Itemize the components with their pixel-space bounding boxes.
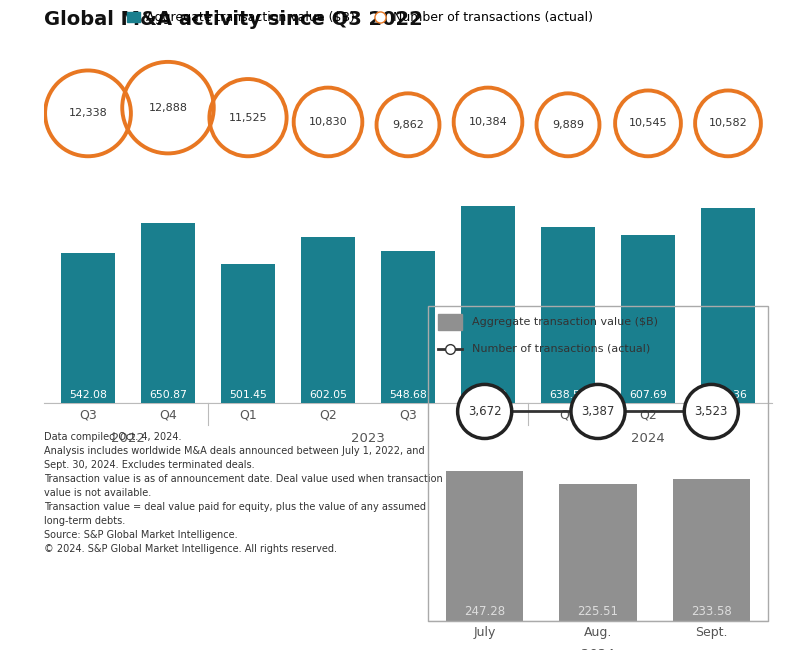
Text: 10,830: 10,830 bbox=[309, 117, 347, 127]
Text: 9,889: 9,889 bbox=[552, 120, 584, 130]
Bar bbox=[541, 227, 595, 403]
Text: 548.68: 548.68 bbox=[389, 390, 427, 400]
Text: 501.45: 501.45 bbox=[229, 390, 267, 400]
Text: 3,523: 3,523 bbox=[694, 405, 728, 418]
Text: 607.69: 607.69 bbox=[629, 390, 667, 400]
Bar bbox=[701, 208, 755, 403]
Text: 225.51: 225.51 bbox=[578, 604, 618, 617]
Text: 10,384: 10,384 bbox=[469, 117, 507, 127]
Ellipse shape bbox=[684, 384, 738, 439]
Text: 602.05: 602.05 bbox=[309, 390, 347, 400]
Legend: Aggregate transaction value ($B), Number of transactions (actual): Aggregate transaction value ($B), Number… bbox=[122, 6, 598, 29]
Text: 10,545: 10,545 bbox=[629, 118, 667, 128]
Bar bbox=[141, 223, 195, 403]
Text: 2022: 2022 bbox=[111, 432, 145, 445]
Text: Data compiled Oct. 4, 2024.
Analysis includes worldwide M&A deals announced betw: Data compiled Oct. 4, 2024. Analysis inc… bbox=[44, 432, 442, 554]
Text: 706.36: 706.36 bbox=[709, 390, 747, 400]
Text: 12,338: 12,338 bbox=[69, 109, 107, 118]
Text: Aggregate transaction value ($B): Aggregate transaction value ($B) bbox=[472, 317, 658, 327]
Ellipse shape bbox=[458, 384, 512, 439]
Text: Number of transactions (actual): Number of transactions (actual) bbox=[472, 344, 650, 354]
Bar bbox=[461, 206, 515, 403]
Text: 10,582: 10,582 bbox=[709, 118, 747, 128]
Text: 638.56: 638.56 bbox=[549, 390, 587, 400]
Bar bbox=[381, 252, 435, 403]
Bar bbox=[621, 235, 675, 403]
Text: 2024: 2024 bbox=[581, 648, 615, 650]
Bar bbox=[301, 237, 355, 403]
Text: Global M&A activity since Q3 2022: Global M&A activity since Q3 2022 bbox=[44, 10, 422, 29]
Text: 3,387: 3,387 bbox=[582, 405, 614, 418]
Bar bbox=[446, 471, 523, 621]
Text: 11,525: 11,525 bbox=[229, 112, 267, 123]
Text: 9,862: 9,862 bbox=[392, 120, 424, 130]
Text: 12,888: 12,888 bbox=[149, 103, 187, 112]
Text: 2023: 2023 bbox=[351, 432, 385, 445]
Text: 2024: 2024 bbox=[631, 432, 665, 445]
Bar bbox=[61, 254, 115, 403]
Bar bbox=[559, 484, 637, 621]
Text: 713.72: 713.72 bbox=[469, 390, 507, 400]
Ellipse shape bbox=[571, 384, 625, 439]
Text: 3,672: 3,672 bbox=[468, 405, 502, 418]
Bar bbox=[673, 480, 750, 621]
Text: 233.58: 233.58 bbox=[691, 604, 732, 617]
Bar bbox=[438, 314, 462, 330]
Text: 650.87: 650.87 bbox=[149, 390, 187, 400]
Bar bbox=[221, 265, 275, 403]
Text: 247.28: 247.28 bbox=[464, 604, 506, 617]
Text: 542.08: 542.08 bbox=[69, 390, 107, 400]
